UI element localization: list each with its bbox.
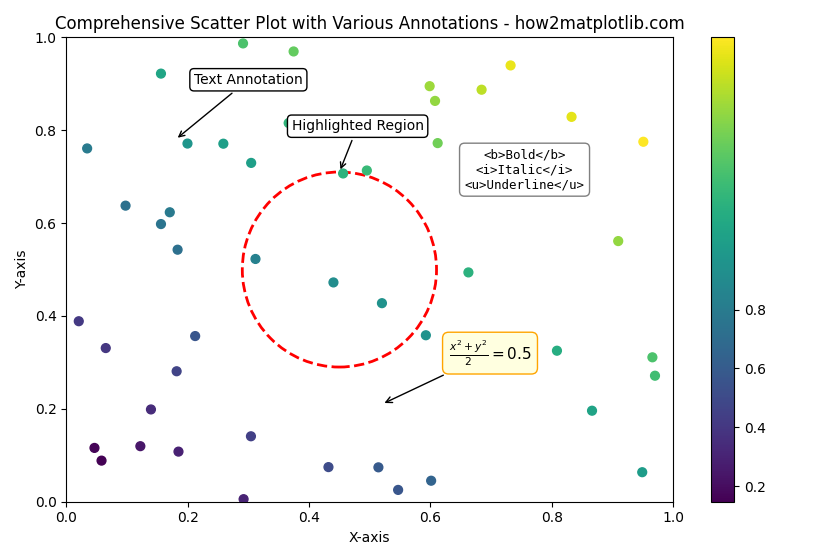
Point	[490, 346, 503, 355]
Point	[249, 254, 262, 263]
Point	[462, 268, 475, 277]
Point	[188, 332, 202, 340]
Text: $\frac{x^2 + y^2}{2} = 0.5$: $\frac{x^2 + y^2}{2} = 0.5$	[386, 338, 532, 403]
Point	[550, 346, 564, 355]
Point	[118, 201, 132, 210]
Point	[99, 344, 113, 353]
Point	[244, 432, 258, 441]
Point	[424, 476, 438, 485]
Point	[375, 298, 389, 307]
Point	[155, 220, 168, 228]
Point	[170, 367, 183, 376]
Point	[378, 125, 391, 134]
Y-axis label: Y-axis: Y-axis	[15, 250, 29, 290]
Point	[327, 278, 340, 287]
Point	[282, 119, 296, 128]
Point	[81, 144, 94, 153]
Point	[322, 463, 335, 472]
X-axis label: X-axis: X-axis	[349, 531, 391, 545]
Title: Comprehensive Scatter Plot with Various Annotations - how2matplotlib.com: Comprehensive Scatter Plot with Various …	[55, 15, 685, 33]
Point	[360, 166, 374, 175]
Point	[144, 405, 158, 414]
Point	[287, 47, 301, 56]
Point	[536, 158, 549, 167]
Point	[171, 447, 185, 456]
Point	[171, 245, 184, 254]
Point	[423, 82, 436, 91]
Point	[237, 494, 250, 503]
Point	[646, 353, 659, 362]
Point	[217, 139, 230, 148]
Point	[336, 169, 349, 178]
Point	[585, 406, 599, 415]
Point	[155, 69, 168, 78]
Point	[244, 158, 258, 167]
Point	[648, 371, 662, 380]
Point	[564, 113, 578, 122]
Point	[87, 444, 101, 452]
Point	[95, 456, 108, 465]
Point	[636, 468, 649, 477]
Text: Highlighted Region: Highlighted Region	[291, 119, 423, 168]
Point	[504, 61, 517, 70]
Point	[391, 486, 405, 494]
Text: Text Annotation: Text Annotation	[179, 73, 302, 137]
Point	[637, 137, 650, 146]
Point	[428, 96, 442, 105]
Point	[419, 331, 433, 340]
Text: <b>Bold</b>
<i>Italic</i>
<u>Underline</u>: <b>Bold</b> <i>Italic</i> <u>Underline</…	[465, 148, 585, 191]
Point	[236, 39, 249, 48]
Point	[181, 139, 194, 148]
Point	[475, 85, 488, 94]
Point	[431, 139, 444, 148]
Point	[163, 208, 176, 217]
Point	[612, 236, 625, 245]
Point	[134, 442, 147, 451]
Point	[72, 317, 86, 326]
Point	[371, 463, 385, 472]
